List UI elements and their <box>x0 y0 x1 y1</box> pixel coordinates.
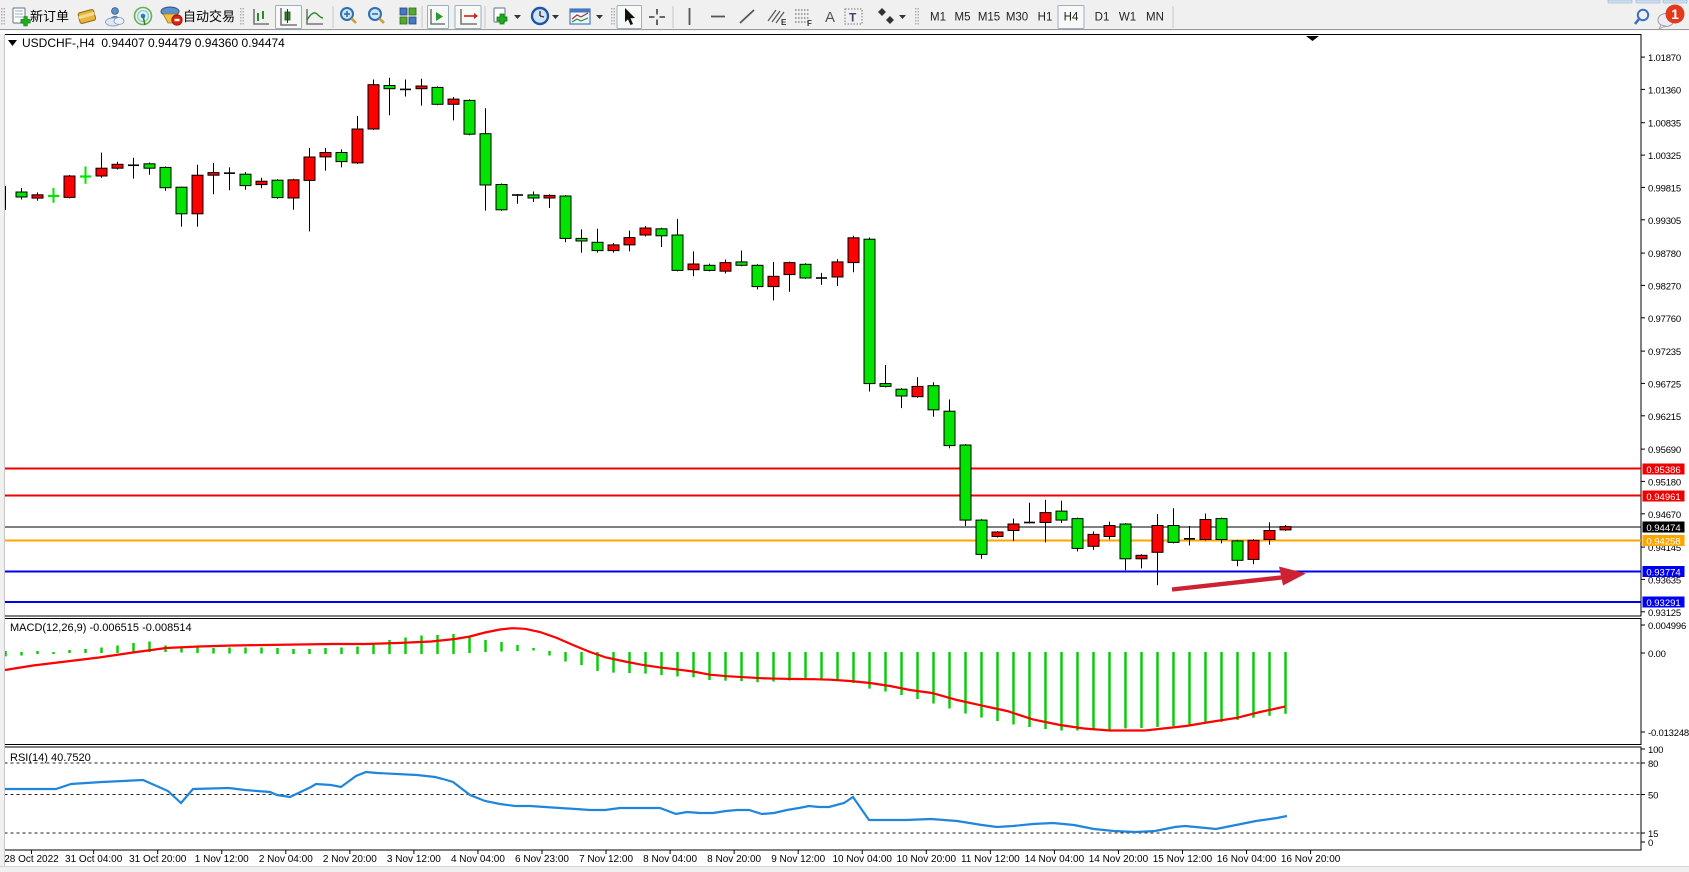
svg-text:0.93291: 0.93291 <box>1646 598 1680 609</box>
svg-text:2 Nov 20:00: 2 Nov 20:00 <box>323 854 377 865</box>
svg-text:MN: MN <box>1146 12 1164 24</box>
svg-text:16 Nov 04:00: 16 Nov 04:00 <box>1217 854 1277 865</box>
svg-text:1.01360: 1.01360 <box>1648 85 1681 96</box>
svg-text:0.94474: 0.94474 <box>1646 523 1680 534</box>
svg-text:16 Nov 20:00: 16 Nov 20:00 <box>1281 854 1341 865</box>
svg-text:100: 100 <box>1648 745 1663 756</box>
svg-text:A: A <box>825 9 835 26</box>
svg-text:RSI(14) 40.7520: RSI(14) 40.7520 <box>10 752 91 764</box>
svg-text:M5: M5 <box>955 12 971 24</box>
svg-text:M1: M1 <box>930 12 946 24</box>
svg-text:4 Nov 04:00: 4 Nov 04:00 <box>451 854 505 865</box>
svg-text:T: T <box>849 11 857 25</box>
svg-text:14 Nov 20:00: 14 Nov 20:00 <box>1089 854 1149 865</box>
svg-text:0.99305: 0.99305 <box>1648 216 1681 227</box>
svg-text:0.95386: 0.95386 <box>1646 465 1680 476</box>
svg-text:0.97760: 0.97760 <box>1648 314 1681 325</box>
svg-text:E: E <box>781 18 787 27</box>
svg-text:0.00: 0.00 <box>1648 649 1666 660</box>
svg-text:1 Nov 12:00: 1 Nov 12:00 <box>195 854 249 865</box>
svg-text:10 Nov 04:00: 10 Nov 04:00 <box>833 854 893 865</box>
svg-text:0.97235: 0.97235 <box>1648 347 1681 358</box>
svg-text:1.01870: 1.01870 <box>1648 53 1681 64</box>
svg-text:0.93125: 0.93125 <box>1648 608 1681 619</box>
svg-text:31 Oct 20:00: 31 Oct 20:00 <box>129 854 187 865</box>
svg-text:0.93635: 0.93635 <box>1648 575 1681 586</box>
svg-text:2 Nov 04:00: 2 Nov 04:00 <box>259 854 313 865</box>
svg-text:0.99815: 0.99815 <box>1648 183 1681 194</box>
svg-text:新订单: 新订单 <box>30 9 69 24</box>
svg-text:0.93774: 0.93774 <box>1646 568 1680 579</box>
svg-text:MACD(12,26,9) -0.006515 -0.008: MACD(12,26,9) -0.006515 -0.008514 <box>10 622 192 634</box>
svg-text:8 Nov 20:00: 8 Nov 20:00 <box>707 854 761 865</box>
svg-text:0.94670: 0.94670 <box>1648 510 1681 521</box>
svg-text:9 Nov 12:00: 9 Nov 12:00 <box>771 854 825 865</box>
svg-text:0.96215: 0.96215 <box>1648 412 1681 423</box>
svg-text:-0.013248: -0.013248 <box>1648 728 1689 739</box>
svg-text:自动交易: 自动交易 <box>183 9 235 24</box>
svg-text:15: 15 <box>1648 829 1658 840</box>
svg-text:1.00325: 1.00325 <box>1648 151 1681 162</box>
svg-text:3 Nov 12:00: 3 Nov 12:00 <box>387 854 441 865</box>
svg-text:D1: D1 <box>1095 12 1110 24</box>
svg-text:0.94258: 0.94258 <box>1646 537 1680 548</box>
svg-text:14 Nov 04:00: 14 Nov 04:00 <box>1025 854 1085 865</box>
svg-text:11 Nov 12:00: 11 Nov 12:00 <box>961 854 1020 865</box>
svg-text:1.00835: 1.00835 <box>1648 119 1681 130</box>
svg-text:10 Nov 20:00: 10 Nov 20:00 <box>897 854 957 865</box>
svg-text:0: 0 <box>1648 838 1653 849</box>
svg-text:80: 80 <box>1648 759 1658 770</box>
svg-text:USDCHF-,H4 0.94407 0.94479 0.: USDCHF-,H4 0.94407 0.94479 0.94360 0.944… <box>22 36 285 50</box>
svg-text:8 Nov 04:00: 8 Nov 04:00 <box>643 854 697 865</box>
svg-text:0.98780: 0.98780 <box>1648 249 1681 260</box>
svg-text:0.96725: 0.96725 <box>1648 379 1681 390</box>
svg-text:F: F <box>807 19 812 28</box>
svg-text:1: 1 <box>1671 6 1679 22</box>
svg-text:0.98270: 0.98270 <box>1648 281 1681 292</box>
svg-text:W1: W1 <box>1119 12 1136 24</box>
svg-text:15 Nov 12:00: 15 Nov 12:00 <box>1153 854 1213 865</box>
svg-text:0.004996: 0.004996 <box>1648 621 1686 632</box>
svg-text:7 Nov 12:00: 7 Nov 12:00 <box>579 854 633 865</box>
svg-text:H1: H1 <box>1038 12 1053 24</box>
svg-text:M30: M30 <box>1006 12 1028 24</box>
svg-text:H4: H4 <box>1064 12 1079 24</box>
svg-text:28 Oct 2022: 28 Oct 2022 <box>4 854 59 865</box>
svg-text:0.95690: 0.95690 <box>1648 445 1681 456</box>
svg-text:0.94961: 0.94961 <box>1646 492 1680 503</box>
svg-text:31 Oct 04:00: 31 Oct 04:00 <box>65 854 123 865</box>
svg-text:6 Nov 23:00: 6 Nov 23:00 <box>515 854 569 865</box>
svg-text:0.94145: 0.94145 <box>1648 543 1681 554</box>
svg-text:0.95180: 0.95180 <box>1648 477 1681 488</box>
svg-text:50: 50 <box>1648 791 1658 802</box>
svg-text:M15: M15 <box>978 12 1000 24</box>
